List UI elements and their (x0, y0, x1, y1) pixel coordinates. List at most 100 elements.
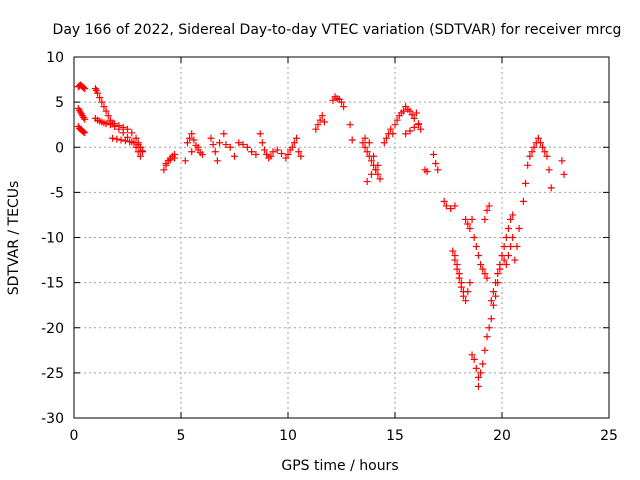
data-point (504, 224, 512, 232)
data-point (489, 301, 497, 309)
data-point (406, 107, 414, 115)
x-tick-label: 20 (493, 428, 511, 444)
data-point (160, 166, 168, 174)
data-point (320, 118, 328, 126)
data-point (363, 148, 371, 156)
data-point (115, 122, 123, 130)
data-point (372, 166, 380, 174)
data-point (367, 170, 375, 178)
data-point (252, 150, 260, 158)
data-point (406, 127, 414, 135)
data-point (468, 215, 476, 223)
data-point (290, 139, 298, 147)
data-point (282, 154, 290, 162)
data-point (442, 202, 450, 210)
data-point (183, 139, 191, 147)
data-point (417, 125, 425, 133)
data-point (455, 274, 463, 282)
data-point (537, 139, 545, 147)
data-point (522, 179, 530, 187)
x-tick-label: 5 (177, 428, 186, 444)
data-point (558, 157, 566, 165)
data-point (500, 243, 508, 251)
data-point (513, 243, 521, 251)
data-point (402, 130, 410, 138)
data-point (231, 152, 238, 160)
data-point (507, 243, 515, 251)
data-point (239, 141, 247, 149)
data-point (487, 297, 495, 305)
data-point (194, 143, 202, 151)
data-point (509, 234, 517, 241)
data-point (434, 166, 442, 174)
data-point (479, 360, 487, 368)
data-point (462, 297, 470, 305)
y-tick-label: -20 (41, 321, 64, 337)
data-point (474, 382, 482, 390)
data-point (507, 215, 515, 223)
data-point (318, 112, 326, 120)
data-point (216, 139, 224, 147)
data-point (500, 256, 508, 264)
data-point (464, 220, 472, 228)
data-point (492, 279, 500, 287)
data-point (361, 134, 369, 142)
data-point (198, 150, 206, 158)
data-point (284, 150, 292, 158)
data-point (472, 364, 480, 372)
data-point (80, 84, 88, 92)
data-point (509, 211, 517, 219)
data-point (530, 143, 538, 151)
data-point (474, 252, 482, 260)
data-point (483, 274, 491, 282)
data-point (162, 159, 170, 167)
data-point (387, 125, 395, 133)
data-point (348, 136, 356, 144)
data-point (314, 121, 322, 129)
data-point (181, 157, 189, 165)
data-point (226, 143, 234, 151)
data-point (374, 161, 382, 169)
data-point (81, 85, 89, 93)
data-point (213, 157, 221, 165)
data-point (106, 118, 114, 126)
data-point (440, 197, 448, 205)
data-point (457, 283, 465, 291)
data-point (81, 129, 89, 137)
data-point (470, 355, 478, 363)
data-point (380, 139, 388, 147)
data-point (138, 148, 146, 156)
x-tick-label: 25 (600, 428, 618, 444)
data-point (524, 161, 532, 169)
data-point (468, 351, 476, 359)
data-point (121, 137, 129, 145)
data-point (134, 139, 142, 147)
data-point (98, 98, 106, 106)
y-axis-label: SDTVAR / TECUs (6, 181, 22, 296)
data-point (124, 125, 131, 133)
data-point (102, 120, 110, 128)
data-point (100, 103, 108, 111)
data-point (543, 152, 551, 160)
data-point (451, 256, 459, 264)
data-point (449, 247, 457, 255)
data-point (545, 166, 553, 174)
data-point (547, 184, 555, 192)
data-point (462, 215, 470, 223)
data-point (376, 175, 384, 183)
data-point (207, 134, 215, 142)
data-point (329, 96, 337, 104)
data-point (96, 94, 104, 102)
data-point (494, 270, 502, 278)
data-point (485, 324, 493, 332)
y-tick-label: -5 (50, 185, 64, 201)
data-point (119, 123, 127, 131)
data-point (466, 279, 474, 287)
data-point (382, 134, 390, 142)
data-point (273, 146, 281, 154)
data-point (464, 288, 472, 296)
data-point (481, 215, 489, 223)
data-point (481, 270, 489, 278)
data-point (474, 373, 482, 381)
data-point (297, 152, 305, 160)
